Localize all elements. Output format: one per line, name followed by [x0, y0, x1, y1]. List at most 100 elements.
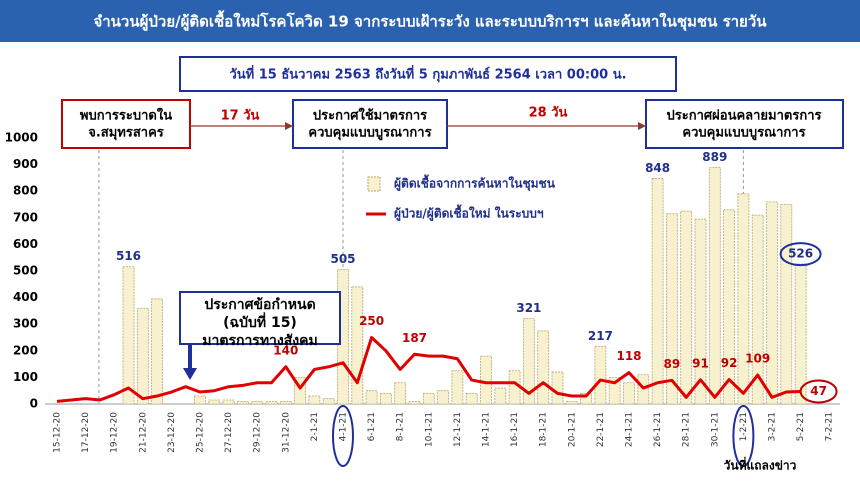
- bar: [480, 355, 492, 405]
- title-bar: [0, 0, 860, 42]
- y-tick-label: 700: [13, 210, 38, 224]
- annotation: 17 วัน: [221, 109, 260, 124]
- bar: [708, 167, 721, 405]
- bar: [537, 330, 550, 405]
- highlight: [332, 405, 354, 467]
- bar: [794, 263, 807, 405]
- annotation: 28 วัน: [529, 106, 568, 121]
- bar: [294, 376, 307, 405]
- bar: [494, 387, 507, 405]
- line-value-label: 250: [359, 314, 384, 328]
- bar: [651, 178, 664, 405]
- annotation: ประกาศผ่อนคลายมาตรการ: [667, 109, 822, 124]
- x-tick-label: 16-1-21: [510, 412, 520, 447]
- subtitle-box: [179, 56, 677, 92]
- line-value-label: 47: [810, 384, 827, 398]
- bar: [680, 210, 693, 405]
- bar-value-label: 526: [788, 247, 813, 261]
- y-tick-label: 900: [13, 157, 38, 171]
- x-tick-label: 3-2-21: [768, 412, 778, 441]
- x-tick-label: 19-12-20: [110, 412, 120, 453]
- bar: [751, 214, 764, 405]
- line-value-label: 187: [402, 331, 427, 345]
- annotation: พบการระบาดใน: [80, 107, 172, 124]
- y-tick-label: 1000: [5, 131, 38, 145]
- bar: [351, 286, 364, 405]
- bar: [136, 307, 149, 405]
- x-tick-label: 27-12-20: [224, 412, 234, 453]
- bar-value-label: 848: [645, 161, 670, 175]
- line-value-label: 89: [664, 357, 681, 371]
- y-tick-label: 400: [13, 290, 38, 304]
- line-value-label: 92: [721, 356, 738, 370]
- arrow-head: [285, 122, 293, 130]
- bar: [666, 213, 678, 405]
- bar: [408, 400, 421, 405]
- bar: [379, 392, 392, 405]
- bar: [723, 209, 735, 405]
- line-value-label: 91: [692, 356, 709, 370]
- bar: [208, 399, 221, 405]
- annotation: ควบคุมแบบบูรณาการ: [682, 126, 805, 141]
- annotation-box: [292, 99, 448, 149]
- bar: [251, 400, 264, 405]
- bar: [365, 390, 378, 405]
- x-tick-label: 4-1-21: [339, 412, 349, 441]
- bar: [222, 399, 235, 405]
- bar: [608, 376, 621, 405]
- x-tick-label: 21-12-20: [138, 412, 148, 453]
- annotation: ควบคุมแบบบูรณาการ: [308, 126, 431, 141]
- bar: [623, 382, 635, 405]
- annotation-box: [645, 99, 844, 149]
- highlight: [799, 379, 838, 404]
- bar: [523, 318, 535, 405]
- y-tick-label: 500: [13, 264, 38, 278]
- bar: [308, 395, 321, 405]
- chart-title: จำนวนผู้ป่วย/ผู้ติดเชื้อใหม่โรคโควิด 19 …: [93, 10, 767, 32]
- line-value-label: 140: [273, 343, 298, 357]
- line: [56, 336, 801, 403]
- line-value-label: 118: [616, 349, 641, 363]
- bar: [265, 400, 278, 405]
- x-tick-label: 22-1-21: [596, 412, 606, 447]
- bar: [737, 193, 750, 405]
- x-tick-label: 10-1-21: [424, 412, 434, 447]
- x-tick-label: 8-1-21: [396, 412, 406, 441]
- x-tick-label: 30-1-21: [710, 412, 720, 447]
- bar: [236, 400, 249, 405]
- x-tick-label: 2-1-21: [310, 412, 320, 441]
- arrow-head: [183, 368, 197, 380]
- x-tick-label: 25-12-20: [196, 412, 206, 453]
- bar: [394, 382, 407, 405]
- y-tick-label: 800: [13, 184, 38, 198]
- bar: [551, 371, 564, 405]
- x-tick-label: 31-12-20: [281, 412, 291, 453]
- bar: [279, 400, 292, 405]
- annotation-box: [61, 99, 191, 149]
- x-tick-label: 23-12-20: [167, 412, 177, 453]
- y-tick-label: 300: [13, 317, 38, 331]
- bar: [594, 345, 607, 405]
- x-tick-label: 6-1-21: [367, 412, 377, 441]
- x-tick-label: 14-1-21: [482, 412, 492, 447]
- bar: [694, 218, 707, 405]
- annotation: จ.สมุทรสาคร: [88, 126, 164, 141]
- chart-subtitle: วันที่ 15 ธันวาคม 2563 ถึงวันที่ 5 กุมภา…: [229, 65, 626, 83]
- bar-value-label: 321: [516, 301, 541, 315]
- annotation: (ฉบับที่ 15): [223, 312, 297, 331]
- y-tick-label: 600: [13, 237, 38, 251]
- highlight: [732, 405, 755, 467]
- bar: [151, 298, 164, 405]
- x-tick-label: 29-12-20: [253, 412, 263, 453]
- bar: [194, 395, 206, 405]
- x-tick-label: 24-1-21: [625, 412, 635, 447]
- highlight: [779, 242, 822, 267]
- bar-value-label: 217: [588, 329, 613, 343]
- x-tick-label: 15-12-20: [53, 412, 63, 453]
- annotation: มาตรการทางสังคม: [202, 333, 317, 349]
- bar: [565, 400, 578, 405]
- bar-value-label: 516: [116, 249, 141, 263]
- x-tick-label: 20-1-21: [567, 412, 577, 447]
- bar: [580, 392, 592, 405]
